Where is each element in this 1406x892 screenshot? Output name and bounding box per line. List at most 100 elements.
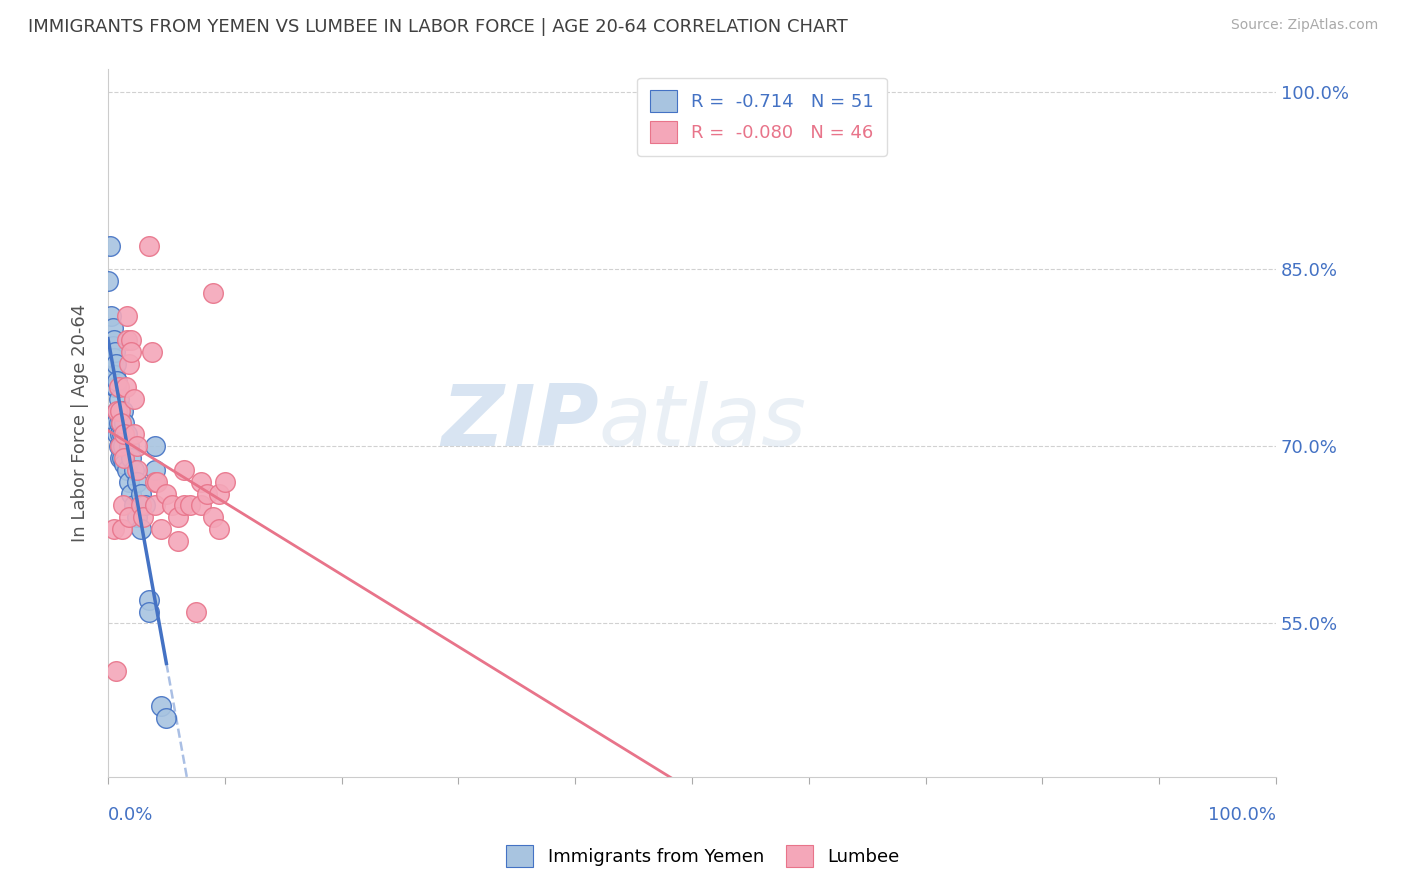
Point: [120, 344, 142, 359]
Point: [122, 463, 145, 477]
Point: [118, 357, 141, 371]
Point: [100, 310, 122, 324]
Text: 100.0%: 100.0%: [1208, 806, 1277, 824]
Point: [155, 486, 177, 500]
Point: [132, 510, 155, 524]
Point: [105, 404, 128, 418]
Point: [138, 592, 160, 607]
Point: [141, 344, 163, 359]
Text: atlas: atlas: [599, 381, 807, 464]
Point: [127, 439, 149, 453]
Y-axis label: In Labor Force | Age 20-64: In Labor Force | Age 20-64: [72, 303, 89, 541]
Point: [105, 427, 128, 442]
Point: [101, 339, 124, 353]
Point: [155, 711, 177, 725]
Point: [173, 463, 195, 477]
Point: [112, 404, 135, 418]
Point: [107, 439, 129, 453]
Point: [115, 310, 138, 324]
Point: [184, 605, 207, 619]
Point: [105, 375, 128, 389]
Point: [98, 238, 121, 252]
Point: [146, 475, 169, 489]
Point: [143, 499, 166, 513]
Point: [129, 499, 152, 513]
Point: [111, 427, 134, 442]
Point: [103, 333, 125, 347]
Point: [149, 699, 172, 714]
Point: [105, 357, 128, 371]
Point: [112, 499, 135, 513]
Point: [111, 522, 134, 536]
Point: [115, 333, 138, 347]
Point: [103, 522, 125, 536]
Point: [110, 416, 132, 430]
Text: IMMIGRANTS FROM YEMEN VS LUMBEE IN LABOR FORCE | AGE 20-64 CORRELATION CHART: IMMIGRANTS FROM YEMEN VS LUMBEE IN LABOR…: [28, 18, 848, 36]
Point: [105, 404, 128, 418]
Legend: Immigrants from Yemen, Lumbee: Immigrants from Yemen, Lumbee: [499, 838, 907, 874]
Point: [112, 439, 135, 453]
Point: [108, 451, 131, 466]
Point: [127, 510, 149, 524]
Point: [208, 522, 231, 536]
Text: 0.0%: 0.0%: [108, 806, 153, 824]
Point: [105, 664, 128, 678]
Legend: R =  -0.714   N = 51, R =  -0.080   N = 46: R = -0.714 N = 51, R = -0.080 N = 46: [637, 78, 887, 156]
Point: [97, 274, 120, 288]
Point: [122, 499, 145, 513]
Point: [190, 475, 212, 489]
Text: ZIP: ZIP: [441, 381, 599, 464]
Point: [112, 457, 135, 471]
Point: [143, 475, 166, 489]
Point: [108, 404, 131, 418]
Point: [107, 380, 129, 394]
Point: [143, 463, 166, 477]
Point: [122, 427, 145, 442]
Point: [167, 510, 190, 524]
Point: [195, 486, 218, 500]
Point: [103, 351, 125, 365]
Point: [108, 439, 131, 453]
Point: [127, 475, 149, 489]
Point: [202, 285, 225, 300]
Point: [115, 427, 138, 442]
Point: [120, 486, 142, 500]
Point: [129, 522, 152, 536]
Point: [108, 404, 131, 418]
Point: [202, 510, 225, 524]
Point: [107, 392, 129, 406]
Point: [105, 416, 128, 430]
Point: [149, 522, 172, 536]
Point: [112, 451, 135, 466]
Text: Source: ZipAtlas.com: Source: ZipAtlas.com: [1230, 18, 1378, 32]
Point: [179, 499, 201, 513]
Point: [138, 238, 160, 252]
Point: [134, 499, 156, 513]
Point: [122, 392, 145, 406]
Point: [120, 333, 142, 347]
Point: [107, 416, 129, 430]
Point: [127, 463, 149, 477]
Point: [118, 475, 141, 489]
Point: [167, 533, 190, 548]
Point: [112, 427, 135, 442]
Point: [160, 499, 183, 513]
Point: [104, 380, 127, 394]
Point: [208, 486, 231, 500]
Point: [115, 463, 138, 477]
Point: [108, 427, 131, 442]
Point: [138, 605, 160, 619]
Point: [120, 451, 142, 466]
Point: [111, 451, 134, 466]
Point: [104, 368, 127, 383]
Point: [214, 475, 236, 489]
Point: [112, 416, 135, 430]
Point: [110, 439, 132, 453]
Point: [103, 368, 125, 383]
Point: [104, 344, 127, 359]
Point: [173, 499, 195, 513]
Point: [101, 321, 124, 335]
Point: [190, 499, 212, 513]
Point: [118, 439, 141, 453]
Point: [105, 380, 128, 394]
